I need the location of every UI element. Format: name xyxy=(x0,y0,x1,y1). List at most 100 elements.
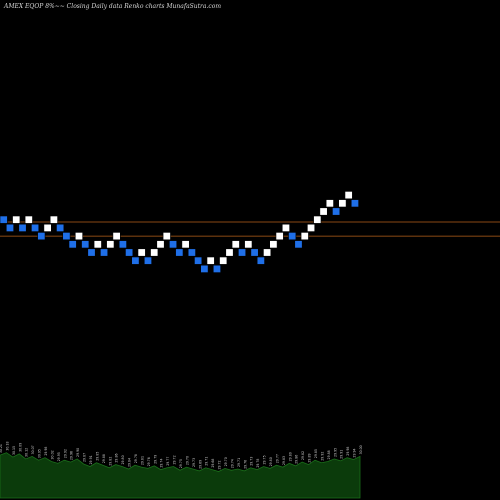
volume-panel xyxy=(0,452,361,499)
renko-brick-up xyxy=(275,232,284,241)
volume-label: 29.70 xyxy=(224,457,228,466)
volume-label: 29.80 xyxy=(288,452,292,461)
volume-label: 30.07 xyxy=(31,445,35,454)
volume-label: 30.02 xyxy=(50,450,54,459)
volume-label: 29.82 xyxy=(108,457,112,466)
volume-label: 30.12 xyxy=(25,448,29,457)
renko-brick-down xyxy=(0,215,8,224)
renko-brick-down xyxy=(118,240,127,249)
renko-brick-up xyxy=(281,223,290,232)
volume-label: 29.71 xyxy=(237,458,241,467)
volume-label: 30.21 xyxy=(0,444,3,453)
volume-label: 29.74 xyxy=(160,459,164,468)
renko-brick-up xyxy=(112,232,121,241)
volume-label: 30.09 xyxy=(18,443,22,452)
renko-brick-down xyxy=(187,248,196,257)
volume-label: 29.81 xyxy=(140,456,144,465)
renko-brick-up xyxy=(300,232,309,241)
renko-brick-down xyxy=(87,248,96,257)
renko-brick-up xyxy=(231,240,240,249)
renko-brick-up xyxy=(219,256,228,265)
renko-brick-up xyxy=(137,248,146,257)
volume-label: 29.95 xyxy=(57,452,61,461)
renko-brick-up xyxy=(74,232,83,241)
volume-label: 29.96 xyxy=(70,451,74,460)
renko-brick-up xyxy=(106,240,115,249)
volume-label: 29.77 xyxy=(275,454,279,463)
volume-label: 29.78 xyxy=(256,459,260,468)
level-lines xyxy=(0,221,500,237)
renko-brick-up xyxy=(162,232,171,241)
renko-brick-up xyxy=(325,199,334,208)
volume-label: 29.90 xyxy=(76,448,80,457)
renko-brick-down xyxy=(200,264,209,273)
volume-label: 29.77 xyxy=(166,457,170,466)
volume-label: 29.86 xyxy=(115,453,119,462)
renko-brick-up xyxy=(344,191,353,200)
renko-brick-down xyxy=(332,207,341,216)
volume-label: 29.70 xyxy=(185,456,189,465)
renko-brick-down xyxy=(5,223,14,232)
renko-brick-down xyxy=(62,232,71,241)
volume-label: 29.92 xyxy=(63,449,67,458)
renko-brick-down xyxy=(256,256,265,265)
volume-label: 29.88 xyxy=(327,450,331,459)
volume-label: 29.98 xyxy=(44,447,48,456)
renko-brick-up xyxy=(156,240,165,249)
volume-label: 29.79 xyxy=(153,455,157,464)
volume-label: 29.83 xyxy=(282,456,286,465)
volume-label: 29.68 xyxy=(211,459,215,468)
renko-brick-up xyxy=(263,248,272,257)
renko-brick-down xyxy=(31,223,40,232)
volume-label: 29.76 xyxy=(243,460,247,469)
volume-label: 29.82 xyxy=(301,451,305,460)
renko-brick-down xyxy=(212,264,221,273)
volume-label: 29.72 xyxy=(218,460,222,469)
renko-brick-up xyxy=(150,248,159,257)
renko-brick-up xyxy=(181,240,190,249)
volume-label: 29.94 xyxy=(353,448,357,457)
volume-label: 30.00 xyxy=(359,445,363,454)
renko-brick-up xyxy=(307,223,316,232)
volume-label: 30.05 xyxy=(38,449,42,458)
volume-label: 29.98 xyxy=(346,447,350,456)
renko-brick-down xyxy=(250,248,259,257)
renko-brick-down xyxy=(175,248,184,257)
volume-label: 29.80 xyxy=(269,457,273,466)
renko-brick-down xyxy=(100,248,109,257)
volume-label: 29.74 xyxy=(230,459,234,468)
renko-brick-down xyxy=(143,256,152,265)
renko-brick-down xyxy=(131,256,140,265)
renko-brick-down xyxy=(81,240,90,249)
volume-label: 29.91 xyxy=(89,455,93,464)
volume-label: 29.95 xyxy=(333,448,337,457)
volume-label: 29.85 xyxy=(95,452,99,461)
renko-brick-up xyxy=(244,240,253,249)
volume-label: 29.91 xyxy=(340,450,344,459)
volume-label: 29.87 xyxy=(83,453,87,462)
renko-brick-up xyxy=(313,215,322,224)
volume-label: 29.78 xyxy=(134,454,138,463)
volume-label: 29.69 xyxy=(198,460,202,469)
volume-label: 29.76 xyxy=(147,457,151,466)
volume-label: 29.89 xyxy=(308,453,312,462)
volume-label: 29.84 xyxy=(128,458,132,467)
renko-brick-up xyxy=(338,199,347,208)
volume-label: 29.75 xyxy=(263,455,267,464)
renko-brick-down xyxy=(125,248,134,257)
renko-brick-up xyxy=(319,207,328,216)
renko-brick-down xyxy=(68,240,77,249)
volume-label: 29.73 xyxy=(250,457,254,466)
renko-brick-up xyxy=(269,240,278,249)
volume-label: 29.80 xyxy=(121,455,125,464)
renko-brick-up xyxy=(12,215,21,224)
renko-brick-up xyxy=(93,240,102,249)
renko-brick-up xyxy=(206,256,215,265)
renko-brick-down xyxy=(194,256,203,265)
volume-label: 29.85 xyxy=(314,449,318,458)
renko-brick-down xyxy=(18,223,27,232)
volume-label: 30.15 xyxy=(12,446,16,455)
